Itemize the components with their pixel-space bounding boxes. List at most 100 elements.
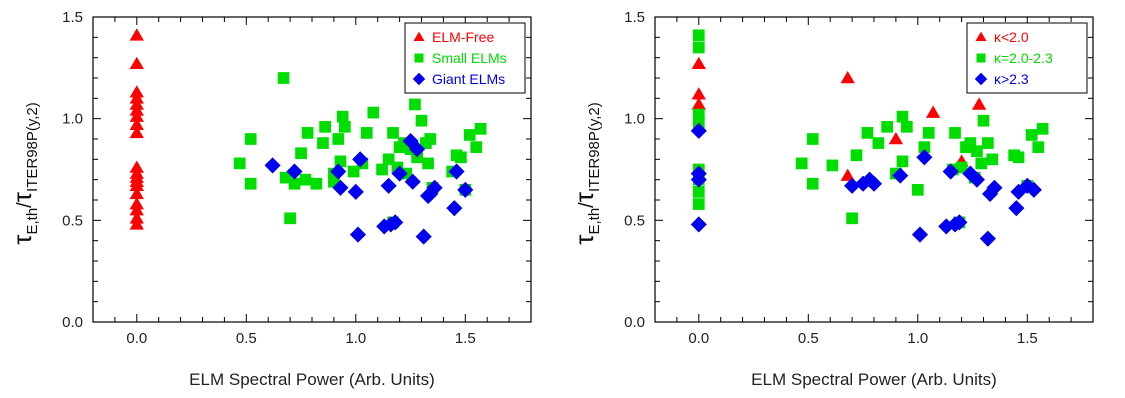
data-point-kappa-gt-23 xyxy=(690,216,707,233)
data-point-kappa-gt-23 xyxy=(951,214,968,231)
data-point-small-elms xyxy=(339,120,351,133)
data-point-small-elms xyxy=(387,127,399,139)
data-point-giant-elms xyxy=(387,214,404,231)
legend-label-kappa-eq-20-23: κ=2.0-2.3 xyxy=(994,50,1053,66)
y-tick-label-right: 0.0 xyxy=(624,314,645,331)
data-point-kappa-eq-20-23 xyxy=(896,155,909,168)
legend-label-giant-elms: Giant ELMs xyxy=(432,71,505,87)
data-point-elm-free xyxy=(129,28,144,41)
legend-marker-elm-free xyxy=(413,31,425,42)
data-point-giant-elms xyxy=(352,151,369,168)
legend-label-small-elms: Small ELMs xyxy=(432,50,507,66)
x-tick-label-right: 1.0 xyxy=(907,330,928,347)
data-point-kappa-eq-20-23 xyxy=(977,114,990,127)
data-point-small-elms xyxy=(277,72,290,84)
data-point-kappa-eq-20-23 xyxy=(975,157,988,170)
data-point-giant-elms xyxy=(264,157,281,174)
x-tick-label-left: 0.5 xyxy=(236,330,257,347)
legend-box-left xyxy=(404,22,526,94)
data-point-elm-free xyxy=(129,217,144,230)
y-tick-label-right: 1.0 xyxy=(624,111,645,128)
data-point-small-elms xyxy=(295,147,307,160)
data-point-kappa-gt-23 xyxy=(1008,200,1025,217)
data-point-elm-free xyxy=(129,109,144,122)
data-point-small-elms xyxy=(391,161,404,174)
axis-ticks-left xyxy=(92,16,532,323)
data-point-small-elms xyxy=(422,157,434,170)
data-point-kappa-eq-20-23 xyxy=(872,137,885,149)
x-tick-label-right: 0.5 xyxy=(798,330,819,347)
data-point-small-elms xyxy=(328,175,340,188)
data-point-kappa-lt-20 xyxy=(925,105,941,118)
y-tick-label-left: 1.0 xyxy=(62,111,83,128)
data-point-kappa-eq-20-23 xyxy=(795,157,808,170)
data-point-small-elms xyxy=(347,165,360,178)
data-point-kappa-eq-20-23 xyxy=(861,127,874,139)
data-point-kappa-gt-23 xyxy=(986,179,1003,196)
data-point-giant-elms xyxy=(404,173,421,190)
x-tick-label-left: 1.0 xyxy=(345,330,366,347)
legend-marker-kappa-eq-20-23 xyxy=(976,53,986,63)
data-point-kappa-eq-20-23 xyxy=(692,116,705,129)
data-point-kappa-gt-23 xyxy=(962,165,979,182)
y-tick-label-left: 0.0 xyxy=(62,314,83,331)
data-point-kappa-eq-20-23 xyxy=(955,161,968,174)
x-tick-label-right: 1.5 xyxy=(1017,330,1038,347)
data-point-kappa-gt-23 xyxy=(690,171,707,188)
y-axis-label-right: τE,th/τITER98P(y,2) xyxy=(569,102,603,245)
data-point-giant-elms xyxy=(426,179,443,196)
data-point-elm-free xyxy=(129,125,144,139)
y-axis-label-left: τE,th/τITER98P(y,2) xyxy=(7,102,41,245)
data-point-small-elms xyxy=(284,212,296,225)
data-point-small-elms xyxy=(455,151,467,164)
data-point-kappa-gt-23 xyxy=(911,226,929,243)
data-point-small-elms xyxy=(319,120,331,133)
data-point-giant-elms xyxy=(415,228,432,245)
data-point-kappa-eq-20-23 xyxy=(971,145,983,158)
data-point-kappa-eq-20-23 xyxy=(692,108,705,121)
data-point-kappa-gt-23 xyxy=(690,122,707,139)
data-point-kappa-lt-20 xyxy=(840,70,855,84)
data-point-kappa-lt-20 xyxy=(691,56,706,70)
y-tick-label-left: 0.5 xyxy=(62,212,83,229)
y-tick-label-right: 1.5 xyxy=(624,9,645,26)
data-point-kappa-lt-20 xyxy=(691,87,706,100)
data-point-small-elms xyxy=(317,137,329,149)
scatter-chart-right: 0.0 0.5 1.0 1.5 0.0 0.5 1.0 1.5 ELM Spectral Pow… xyxy=(569,9,1094,389)
data-point-small-elms xyxy=(463,129,476,141)
legend-label-kappa-lt-20: κ<2.0 xyxy=(994,29,1029,45)
data-point-kappa-eq-20-23 xyxy=(1032,141,1045,153)
data-point-kappa-gt-23 xyxy=(968,171,985,188)
data-point-kappa-lt-20 xyxy=(840,168,855,181)
y-tick-label-right: 0.5 xyxy=(624,212,645,229)
series-kappa-lt-20-right xyxy=(691,56,987,181)
data-point-small-elms xyxy=(288,177,301,190)
data-point-elm-free xyxy=(129,186,144,200)
data-point-small-elms xyxy=(474,122,487,135)
data-point-small-elms xyxy=(334,155,347,168)
series-small-elms-left xyxy=(233,72,487,229)
data-point-giant-elms xyxy=(330,163,347,180)
data-point-giant-elms xyxy=(446,200,463,217)
data-point-giant-elms xyxy=(380,177,397,194)
data-point-kappa-eq-20-23 xyxy=(901,120,913,133)
data-point-small-elms xyxy=(470,141,483,153)
data-point-giant-elms xyxy=(448,163,465,180)
data-point-kappa-gt-23 xyxy=(1025,181,1042,198)
data-point-kappa-eq-20-23 xyxy=(692,29,705,42)
data-point-kappa-eq-20-23 xyxy=(692,41,705,54)
data-point-small-elms xyxy=(360,127,373,139)
data-point-small-elms xyxy=(233,157,246,170)
series-elm-free-left xyxy=(129,28,144,230)
data-point-kappa-eq-20-23 xyxy=(881,120,893,133)
data-point-small-elms xyxy=(301,127,314,139)
data-point-kappa-eq-20-23 xyxy=(1025,129,1038,141)
data-point-small-elms xyxy=(310,177,323,190)
data-point-kappa-eq-20-23 xyxy=(896,110,909,123)
data-point-small-elms xyxy=(279,171,292,184)
data-point-small-elms xyxy=(398,137,410,149)
data-point-kappa-eq-20-23 xyxy=(964,137,977,149)
data-point-small-elms xyxy=(299,173,312,186)
data-point-kappa-lt-20 xyxy=(971,97,987,110)
data-point-elm-free xyxy=(129,56,144,70)
